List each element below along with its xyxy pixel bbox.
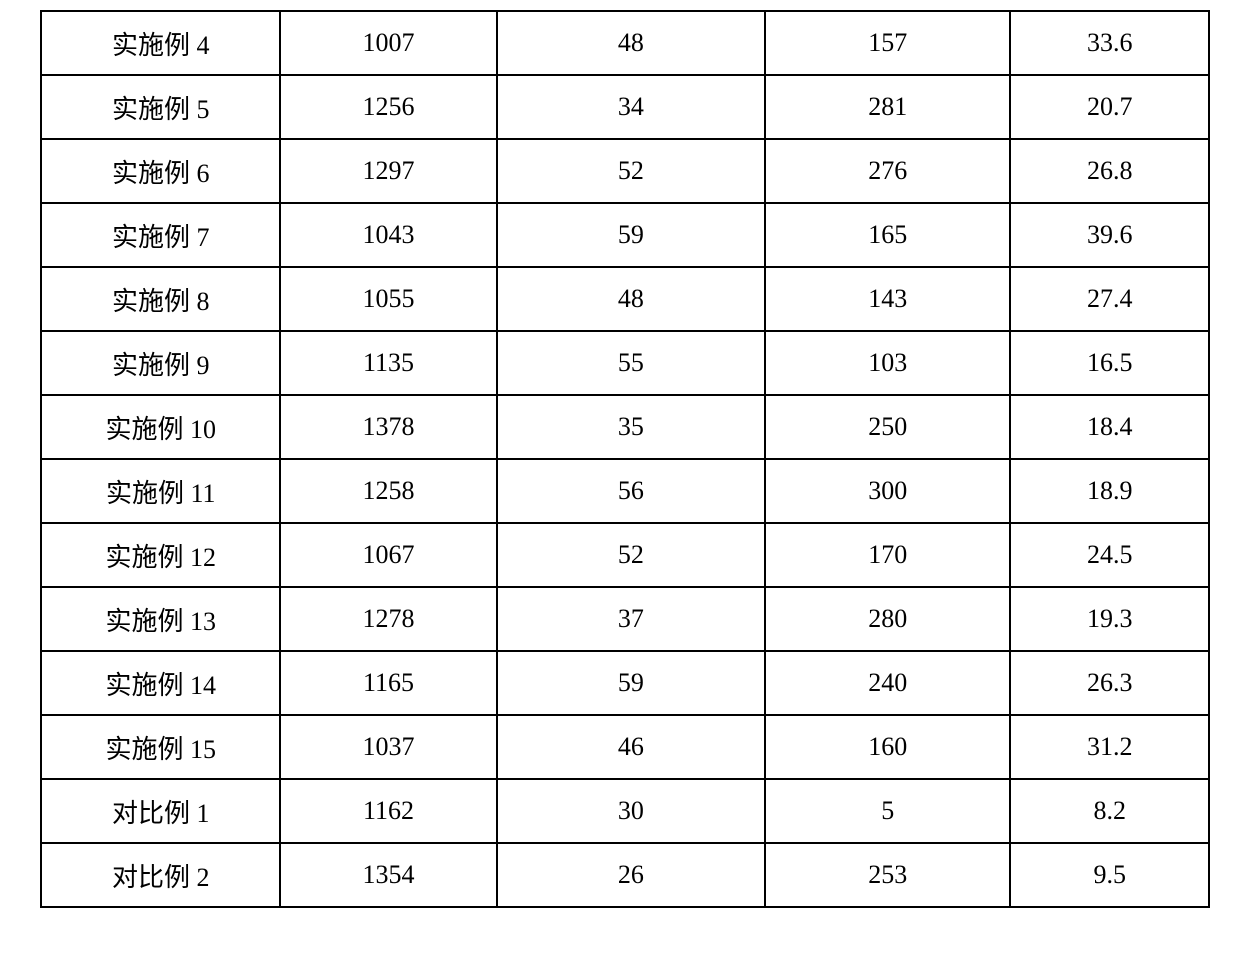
cell-value: 5 xyxy=(765,779,1010,843)
cell-value: 1258 xyxy=(280,459,496,523)
cell-value: 1135 xyxy=(280,331,496,395)
cell-value: 19.3 xyxy=(1010,587,1209,651)
cell-value: 1297 xyxy=(280,139,496,203)
cell-label: 实施例 13 xyxy=(41,587,280,651)
cell-label: 实施例 7 xyxy=(41,203,280,267)
table-row: 对比例 1 1162 30 5 8.2 xyxy=(41,779,1209,843)
cell-value: 18.9 xyxy=(1010,459,1209,523)
cell-label: 实施例 14 xyxy=(41,651,280,715)
table-row: 实施例 5 1256 34 281 20.7 xyxy=(41,75,1209,139)
cell-value: 143 xyxy=(765,267,1010,331)
table-row: 实施例 9 1135 55 103 16.5 xyxy=(41,331,1209,395)
cell-label: 实施例 11 xyxy=(41,459,280,523)
cell-value: 281 xyxy=(765,75,1010,139)
cell-value: 8.2 xyxy=(1010,779,1209,843)
cell-label: 实施例 8 xyxy=(41,267,280,331)
cell-value: 35 xyxy=(497,395,766,459)
cell-value: 9.5 xyxy=(1010,843,1209,907)
table-row: 实施例 15 1037 46 160 31.2 xyxy=(41,715,1209,779)
cell-value: 52 xyxy=(497,523,766,587)
table-row: 实施例 11 1258 56 300 18.9 xyxy=(41,459,1209,523)
cell-value: 33.6 xyxy=(1010,11,1209,75)
cell-value: 37 xyxy=(497,587,766,651)
table-row: 对比例 2 1354 26 253 9.5 xyxy=(41,843,1209,907)
table-row: 实施例 10 1378 35 250 18.4 xyxy=(41,395,1209,459)
cell-label: 实施例 4 xyxy=(41,11,280,75)
cell-value: 59 xyxy=(497,651,766,715)
cell-value: 157 xyxy=(765,11,1010,75)
cell-value: 16.5 xyxy=(1010,331,1209,395)
table-row: 实施例 7 1043 59 165 39.6 xyxy=(41,203,1209,267)
cell-value: 26.8 xyxy=(1010,139,1209,203)
cell-value: 300 xyxy=(765,459,1010,523)
cell-value: 56 xyxy=(497,459,766,523)
cell-label: 实施例 10 xyxy=(41,395,280,459)
cell-value: 48 xyxy=(497,267,766,331)
cell-value: 276 xyxy=(765,139,1010,203)
cell-value: 103 xyxy=(765,331,1010,395)
page: 实施例 4 1007 48 157 33.6 实施例 5 1256 34 281… xyxy=(0,0,1240,955)
cell-value: 24.5 xyxy=(1010,523,1209,587)
cell-value: 26 xyxy=(497,843,766,907)
cell-value: 170 xyxy=(765,523,1010,587)
cell-value: 18.4 xyxy=(1010,395,1209,459)
cell-value: 1162 xyxy=(280,779,496,843)
cell-value: 46 xyxy=(497,715,766,779)
cell-label: 对比例 1 xyxy=(41,779,280,843)
cell-value: 31.2 xyxy=(1010,715,1209,779)
cell-value: 280 xyxy=(765,587,1010,651)
cell-value: 1165 xyxy=(280,651,496,715)
cell-label: 实施例 6 xyxy=(41,139,280,203)
cell-value: 253 xyxy=(765,843,1010,907)
cell-value: 240 xyxy=(765,651,1010,715)
cell-value: 1256 xyxy=(280,75,496,139)
table-row: 实施例 8 1055 48 143 27.4 xyxy=(41,267,1209,331)
cell-value: 52 xyxy=(497,139,766,203)
cell-value: 27.4 xyxy=(1010,267,1209,331)
cell-value: 55 xyxy=(497,331,766,395)
cell-value: 1067 xyxy=(280,523,496,587)
cell-value: 165 xyxy=(765,203,1010,267)
cell-label: 实施例 5 xyxy=(41,75,280,139)
cell-value: 59 xyxy=(497,203,766,267)
cell-value: 20.7 xyxy=(1010,75,1209,139)
cell-label: 实施例 12 xyxy=(41,523,280,587)
cell-value: 1278 xyxy=(280,587,496,651)
data-table: 实施例 4 1007 48 157 33.6 实施例 5 1256 34 281… xyxy=(40,10,1210,908)
table-row: 实施例 4 1007 48 157 33.6 xyxy=(41,11,1209,75)
table-body: 实施例 4 1007 48 157 33.6 实施例 5 1256 34 281… xyxy=(41,11,1209,907)
cell-value: 26.3 xyxy=(1010,651,1209,715)
table-row: 实施例 14 1165 59 240 26.3 xyxy=(41,651,1209,715)
cell-value: 1007 xyxy=(280,11,496,75)
cell-value: 1055 xyxy=(280,267,496,331)
cell-label: 实施例 9 xyxy=(41,331,280,395)
cell-value: 160 xyxy=(765,715,1010,779)
cell-value: 39.6 xyxy=(1010,203,1209,267)
cell-value: 34 xyxy=(497,75,766,139)
cell-value: 48 xyxy=(497,11,766,75)
cell-value: 1354 xyxy=(280,843,496,907)
table-row: 实施例 13 1278 37 280 19.3 xyxy=(41,587,1209,651)
table-row: 实施例 6 1297 52 276 26.8 xyxy=(41,139,1209,203)
cell-label: 实施例 15 xyxy=(41,715,280,779)
cell-value: 250 xyxy=(765,395,1010,459)
cell-value: 1037 xyxy=(280,715,496,779)
cell-value: 1043 xyxy=(280,203,496,267)
table-row: 实施例 12 1067 52 170 24.5 xyxy=(41,523,1209,587)
cell-label: 对比例 2 xyxy=(41,843,280,907)
cell-value: 1378 xyxy=(280,395,496,459)
cell-value: 30 xyxy=(497,779,766,843)
